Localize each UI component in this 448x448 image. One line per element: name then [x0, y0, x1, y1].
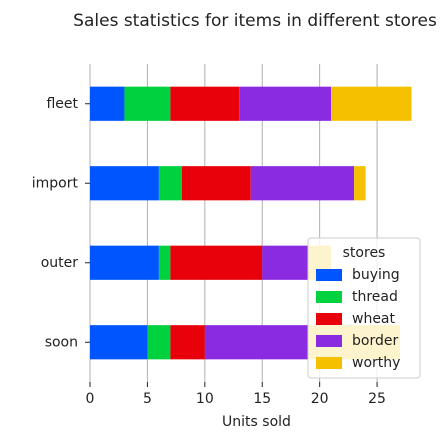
x-tick-label: 10 [196, 391, 214, 407]
bar-segment [239, 86, 332, 121]
legend-swatch [316, 291, 342, 303]
bar-segment [147, 325, 171, 360]
bar-segment [181, 166, 251, 201]
legend-label: thread [352, 289, 398, 305]
y-tick-label: soon [45, 334, 78, 350]
bar-segment [90, 166, 159, 201]
x-tick-label: 15 [253, 391, 271, 407]
x-axis-label: Units sold [222, 414, 291, 430]
legend-label: worthy [352, 355, 400, 371]
bar-segment [204, 325, 309, 360]
bar-segment [170, 325, 205, 360]
bar-segment [170, 86, 240, 121]
bar-segment [250, 166, 355, 201]
x-tick-label: 5 [143, 391, 152, 407]
legend-title: stores [343, 245, 386, 261]
legend-swatch [316, 357, 342, 369]
legend-swatch [316, 313, 342, 325]
bar-segment [262, 245, 309, 280]
legend-label: buying [352, 267, 400, 283]
chart-title: Sales statistics for items in different … [73, 11, 437, 31]
legend-label: wheat [352, 311, 396, 327]
x-tick-label: 20 [311, 391, 329, 407]
bar-segment [170, 245, 263, 280]
x-tick-label: 0 [86, 391, 95, 407]
legend-swatch [316, 269, 342, 281]
y-tick-label: outer [41, 255, 79, 271]
bar-segment [158, 245, 171, 280]
y-tick-label: import [32, 175, 79, 191]
bar-segment [90, 325, 148, 360]
bar-segment [90, 245, 159, 280]
legend-swatch [316, 335, 342, 347]
bar-segment [90, 86, 125, 121]
bar-segment [158, 166, 182, 201]
bar-segment [331, 86, 412, 121]
bar-segment [354, 166, 366, 201]
y-tick-label: fleet [46, 96, 78, 112]
x-tick-label: 25 [368, 391, 386, 407]
legend-label: border [352, 333, 398, 349]
bar-segment [124, 86, 171, 121]
